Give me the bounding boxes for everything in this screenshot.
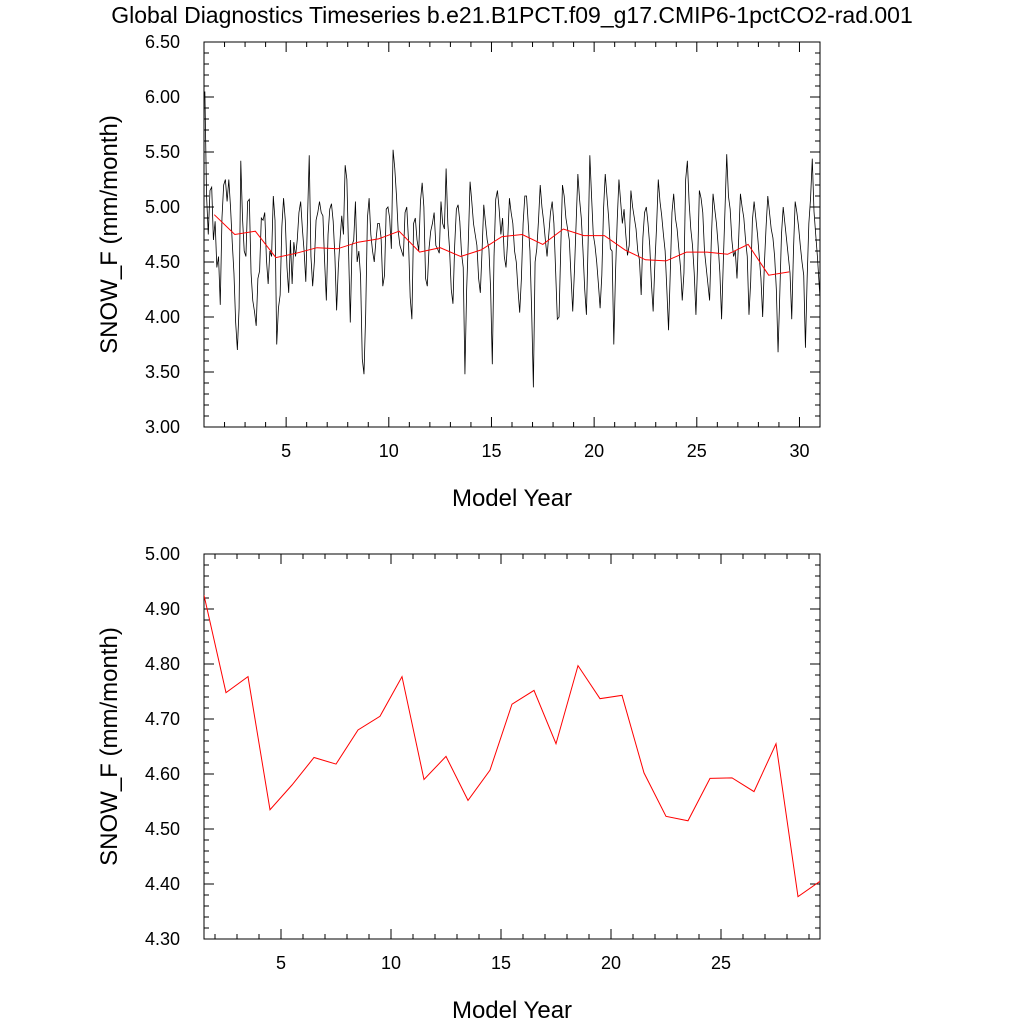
y-tick-label: 4.60 <box>145 764 180 784</box>
top-panel: 5 10 15 20 25 30 3.00 3.50 4.00 4.50 5.00 5.50 6.00 6… <box>96 32 821 512</box>
y-tick-label: 6.50 <box>145 32 180 52</box>
x-tick-label: 10 <box>379 441 399 461</box>
x-tick-label: 5 <box>276 953 286 973</box>
y-tick-label: 4.40 <box>145 874 180 894</box>
x-axis-title: Model Year <box>452 997 572 1024</box>
x-tick-label: 15 <box>481 441 501 461</box>
x-tick-label: 20 <box>601 953 621 973</box>
x-tick-label: 30 <box>789 441 809 461</box>
annual-mean-line <box>213 214 790 276</box>
y-tick-label: 4.70 <box>145 709 180 729</box>
x-tick-label: 25 <box>687 441 707 461</box>
chart-title: Global Diagnostics Timeseries b.e21.B1PC… <box>111 2 913 28</box>
x-tick-label: 10 <box>381 953 401 973</box>
y-tick-label: 4.30 <box>145 929 180 949</box>
y-tick-label: 3.50 <box>145 362 180 382</box>
x-tick-label: 25 <box>711 953 731 973</box>
y-tick-label: 4.00 <box>145 307 180 327</box>
y-tick-label: 4.50 <box>145 819 180 839</box>
y-tick-label: 5.50 <box>145 142 180 162</box>
y-axis-title: SNOW_F (mm/month) <box>96 115 123 354</box>
plot-frame <box>203 553 821 940</box>
y-tick-label: 5.00 <box>145 197 180 217</box>
y-tick-label: 4.90 <box>145 599 180 619</box>
annual-mean-line <box>204 595 820 898</box>
plot-frame <box>203 41 821 428</box>
x-tick-label: 5 <box>281 441 291 461</box>
x-axis-title: Model Year <box>452 485 572 512</box>
bottom-panel: 5 10 15 20 25 4.30 4.40 4.50 4.60 4.70 4.80 4.90 5.0… <box>96 544 821 1024</box>
monthly-series-line <box>204 91 820 388</box>
y-tick-label: 4.50 <box>145 252 180 272</box>
x-tick-label: 15 <box>491 953 511 973</box>
y-axis-title: SNOW_F (mm/month) <box>96 627 123 866</box>
y-tick-label: 4.80 <box>145 654 180 674</box>
x-tick-label: 20 <box>584 441 604 461</box>
y-tick-label: 3.00 <box>145 417 180 437</box>
y-tick-label: 6.00 <box>145 87 180 107</box>
y-tick-label: 5.00 <box>145 544 180 564</box>
